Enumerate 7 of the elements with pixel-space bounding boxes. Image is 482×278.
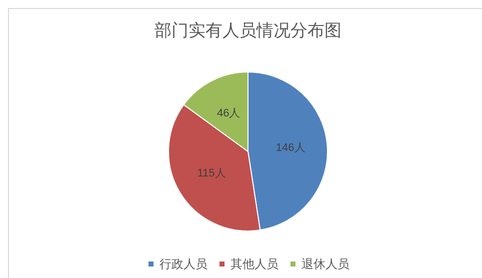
legend-label: 其他人员	[230, 257, 278, 271]
chart-title: 部门实有人员情况分布图	[154, 21, 342, 40]
legend-label: 行政人员	[160, 257, 208, 271]
data-label: 146人	[276, 142, 306, 154]
legend-label: 退休人员	[302, 257, 350, 271]
data-label: 115人	[197, 168, 226, 180]
data-label: 46人	[216, 107, 240, 120]
